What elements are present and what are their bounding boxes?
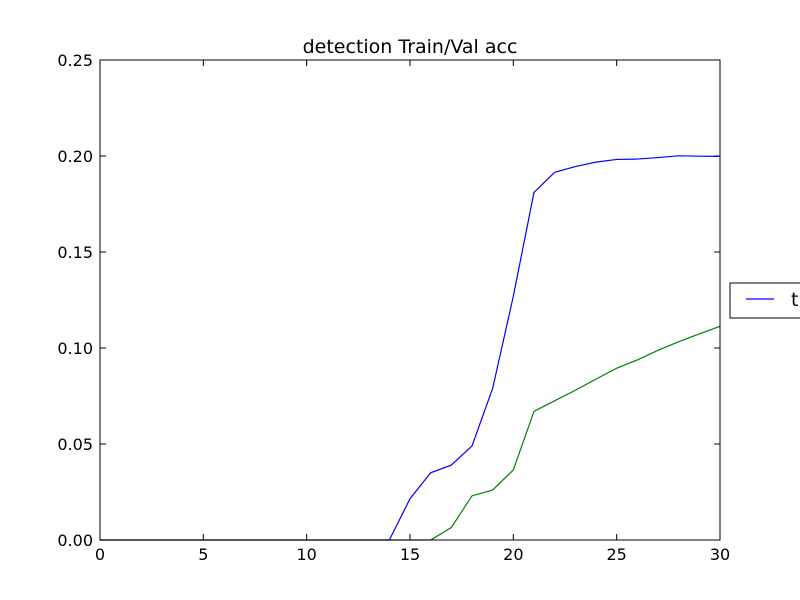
y-tick-label: 0.00 [57, 531, 93, 550]
chart-title: detection Train/Val acc [303, 36, 518, 58]
series-line-blue [100, 155, 721, 541]
y-tick-label: 0.25 [57, 51, 93, 70]
legend-label-train: t [791, 289, 798, 311]
series-layer [100, 155, 721, 541]
x-axis-ticks: 0 5 10 15 20 25 30 [95, 60, 730, 564]
series-line-green [100, 325, 721, 541]
y-tick-label: 0.20 [57, 147, 93, 166]
y-tick-label: 0.15 [57, 243, 93, 262]
x-tick-label: 30 [710, 545, 730, 564]
x-tick-label: 15 [400, 545, 420, 564]
x-tick-label: 20 [503, 545, 523, 564]
plot-frame [99, 59, 721, 541]
y-tick-label: 0.05 [57, 435, 93, 454]
x-tick-label: 5 [198, 545, 208, 564]
x-tick-label: 10 [296, 545, 316, 564]
y-tick-label: 0.10 [57, 339, 93, 358]
legend-box [729, 282, 800, 319]
legend: t [729, 282, 800, 319]
x-tick-label: 25 [606, 545, 626, 564]
x-tick-label: 0 [95, 545, 105, 564]
y-axis-ticks: 0.00 0.05 0.10 0.15 0.20 0.25 [57, 51, 720, 550]
